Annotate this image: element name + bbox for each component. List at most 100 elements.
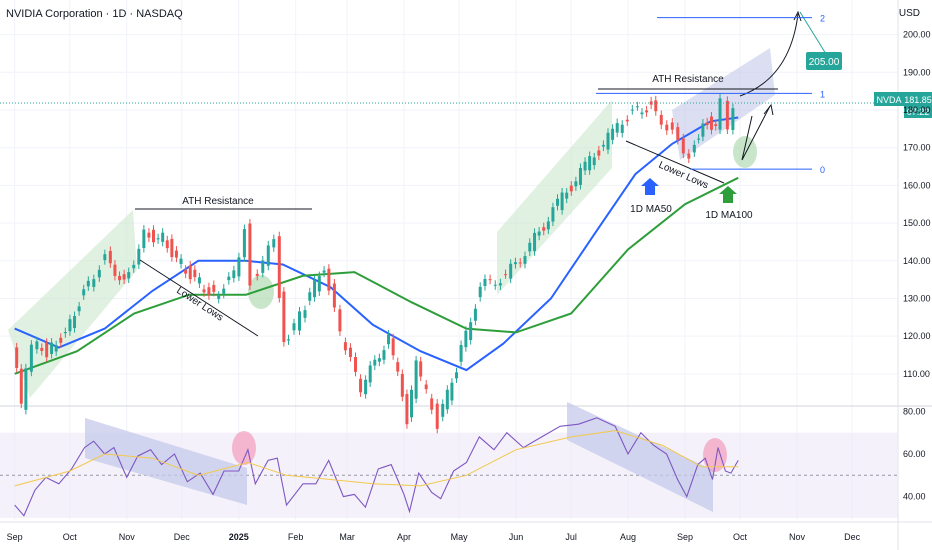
fib-label-2: 2 <box>820 14 825 24</box>
candle-body <box>184 269 188 274</box>
time-tick-label: Nov <box>119 532 136 542</box>
candle-body <box>277 236 281 298</box>
candle-body <box>493 284 497 286</box>
candle-body <box>40 347 44 351</box>
price-badge-countdown: 07:22 <box>907 107 930 117</box>
candle-body <box>308 292 312 301</box>
candle-body <box>317 276 321 292</box>
candle-body <box>242 229 246 258</box>
currency-label: USD <box>898 8 920 19</box>
candle-body <box>255 273 259 276</box>
candle-body <box>601 144 605 147</box>
candle-body <box>676 127 680 140</box>
candle-body <box>15 347 19 368</box>
candle-body <box>50 342 54 354</box>
candle-body <box>282 291 286 343</box>
candle-body <box>137 248 141 265</box>
candle-body <box>659 114 663 125</box>
candle-body <box>615 123 619 133</box>
fib-label-0: 0 <box>820 165 825 175</box>
price-tick-label: 150.00 <box>903 218 931 228</box>
candle-body <box>197 277 201 284</box>
rsi-tick-label: 40.00 <box>903 492 926 502</box>
price-badge-value: 181.85 <box>904 95 932 105</box>
candle-body <box>193 269 197 278</box>
time-tick-label: Oct <box>733 532 748 542</box>
candle-body <box>368 365 372 383</box>
price-badge: NVDA 181.85 07:22 <box>874 92 932 118</box>
candle-body <box>292 323 296 331</box>
candle-body <box>327 268 331 291</box>
lower-lows-line-1 <box>139 259 259 337</box>
candle-body <box>551 207 555 222</box>
candle-body <box>705 122 709 125</box>
candle-body <box>207 287 211 296</box>
candle-body <box>701 123 705 137</box>
price-tick-label: 130.00 <box>903 293 931 303</box>
candle-body <box>435 403 439 429</box>
candle-body <box>718 98 722 130</box>
candle-body <box>670 122 674 130</box>
candle-body <box>488 279 492 281</box>
time-tick-label: Feb <box>288 532 304 542</box>
candle-body <box>455 372 459 379</box>
price-series <box>15 93 735 434</box>
price-tick-label: 190.00 <box>903 67 931 77</box>
candle-body <box>343 342 347 351</box>
candle-body <box>542 227 546 231</box>
candle-body <box>578 168 582 185</box>
candle-body <box>359 378 363 393</box>
candle-body <box>97 269 101 278</box>
candle-body <box>45 342 49 358</box>
price-tick-label: 180.00 <box>903 105 931 115</box>
candle-body <box>687 153 691 159</box>
candle-body <box>523 256 527 264</box>
candle-body <box>19 368 23 404</box>
candle-body <box>498 283 502 286</box>
candle-body <box>681 138 685 154</box>
candle-body <box>464 330 468 348</box>
fib-levels: 2 1 0 <box>0 14 898 175</box>
candle-body <box>272 239 276 248</box>
candle-body <box>108 250 112 264</box>
candle-body <box>179 258 183 264</box>
candle-body <box>692 144 696 153</box>
candle-body <box>528 242 532 252</box>
candle-body <box>222 288 226 294</box>
candle-body <box>373 359 377 366</box>
support-circle-1 <box>248 275 274 309</box>
candle-body <box>35 341 39 350</box>
time-tick-label: Oct <box>63 532 78 542</box>
projection-arrow-up <box>739 13 799 97</box>
candle-body <box>410 389 414 418</box>
candle-body <box>574 181 578 187</box>
candle-body <box>459 344 463 362</box>
lower-lows-line-2 <box>625 140 725 184</box>
candle-body <box>261 260 265 273</box>
candle-body <box>569 185 573 192</box>
rsi-peak-circle-1 <box>232 431 256 465</box>
candle-body <box>709 116 713 130</box>
candle-body <box>625 119 629 122</box>
ma100-label: 1D MA100 <box>705 210 753 221</box>
time-tick-label: Dec <box>174 532 191 542</box>
time-tick-label: Jul <box>565 532 577 542</box>
candle-body <box>165 240 169 249</box>
target-connector <box>799 11 827 55</box>
candle-body <box>127 272 131 279</box>
rsi-tick-label: 60.00 <box>903 449 926 459</box>
candle-body <box>592 157 596 166</box>
candle-body <box>212 284 216 292</box>
candle-body <box>430 398 434 410</box>
candle-body <box>400 374 404 397</box>
candle-body <box>266 245 270 266</box>
green-arrow-icon <box>719 186 737 203</box>
candle-body <box>396 362 400 372</box>
candle-body <box>391 338 395 356</box>
candle-body <box>188 265 192 280</box>
lower-lows-label-2: Lower Lows <box>657 160 710 192</box>
blue-channel-top <box>672 48 775 160</box>
time-tick-label: 2025 <box>229 532 249 542</box>
candle-body <box>303 310 307 318</box>
